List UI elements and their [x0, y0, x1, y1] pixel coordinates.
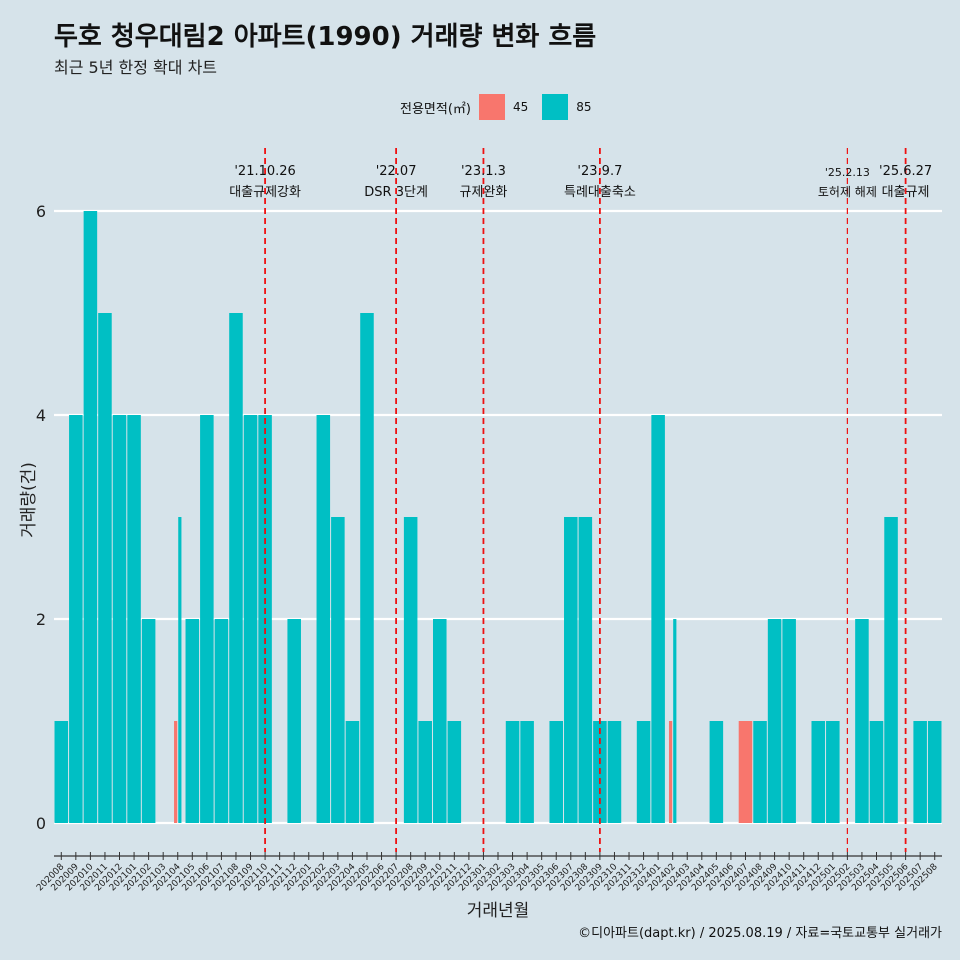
bar-85: [811, 721, 826, 823]
event-date: '25.2.13: [825, 166, 870, 179]
bar-85: [360, 313, 374, 823]
bar-85: [826, 721, 840, 823]
event-label: 규제완화: [460, 185, 508, 200]
legend-label-85: 85: [576, 100, 592, 114]
y-tick-label: 4: [36, 406, 46, 425]
event-date: '22.07: [376, 164, 417, 179]
bar-85: [505, 721, 520, 823]
bar-85: [127, 415, 141, 823]
event-label: 특례대출축소: [564, 185, 636, 200]
event-label: DSR 3단계: [364, 185, 428, 200]
event-date: '23.9.7: [577, 164, 622, 179]
chart-caption: ©디아파트(dapt.kr) / 2025.08.19 / 자료=국토교통부 실…: [578, 926, 942, 941]
bar-85: [178, 517, 182, 823]
bar-85: [782, 619, 796, 823]
event-label: 대출규제: [882, 185, 930, 200]
bar-85: [112, 415, 127, 823]
bar-85: [433, 619, 447, 823]
bar-85: [549, 721, 563, 823]
bar-85: [578, 517, 593, 823]
bar-85: [636, 721, 651, 823]
bar-85: [98, 313, 112, 823]
bar-85: [83, 211, 98, 823]
bar-85: [200, 415, 214, 823]
bar-85: [607, 721, 622, 823]
chart-title: 두호 청우대림2 아파트(1990) 거래량 변화 흐름: [54, 22, 597, 52]
event-label: 대출규제강화: [229, 185, 301, 200]
bar-85: [69, 415, 83, 823]
bar-85: [214, 619, 229, 823]
bar-85: [141, 619, 156, 823]
bar-85: [447, 721, 462, 823]
axis-layer: 0246202008202009202010202011202012202101…: [19, 202, 942, 921]
legend-swatch-45: [478, 94, 505, 120]
event-date: '21.10.26: [234, 164, 295, 179]
y-tick-label: 0: [36, 814, 46, 833]
event-label: 토허제 해제: [818, 185, 877, 199]
bar-85: [287, 619, 301, 823]
bar-85: [520, 721, 534, 823]
y-tick-label: 6: [36, 202, 46, 221]
bar-85: [884, 517, 898, 823]
bar-85: [709, 721, 724, 823]
legend-label-45: 45: [512, 100, 529, 114]
bar-85: [855, 619, 869, 823]
chart-subtitle: 최근 5년 한정 확대 차트: [54, 58, 218, 77]
bar-85: [243, 415, 258, 823]
bar-85: [331, 517, 345, 823]
event-date: '25.6.27: [879, 164, 932, 179]
event-date: '23.1.3: [461, 164, 506, 179]
bar-85: [913, 721, 927, 823]
bar-45: [668, 721, 673, 823]
legend-swatch-85: [542, 94, 569, 120]
bar-85: [418, 721, 432, 823]
bar-85: [869, 721, 884, 823]
y-axis-title: 거래량(건): [19, 462, 39, 538]
bar-85: [564, 517, 578, 823]
bar-85: [651, 415, 665, 823]
bar-85: [927, 721, 942, 823]
legend-title: 전용면적(㎡): [400, 101, 471, 117]
x-axis-title: 거래년월: [467, 901, 530, 921]
bars-layer: [54, 211, 942, 823]
bar-85: [673, 619, 677, 823]
events-layer: '21.10.26 대출규제강화 '22.07 DSR 3단계 '23.1.3 규제완화 '…: [229, 148, 932, 852]
y-tick-label: 2: [36, 610, 46, 629]
bar-45: [738, 721, 753, 823]
bar-85: [229, 313, 243, 823]
bar-85: [185, 619, 200, 823]
bar-85: [403, 517, 418, 823]
bar-85: [753, 721, 767, 823]
bar-85: [316, 415, 331, 823]
bar-85: [54, 721, 69, 823]
bar-85: [345, 721, 360, 823]
legend: 전용면적(㎡) 45 85: [400, 94, 606, 120]
bar-45: [174, 721, 178, 823]
bar-85: [767, 619, 782, 823]
